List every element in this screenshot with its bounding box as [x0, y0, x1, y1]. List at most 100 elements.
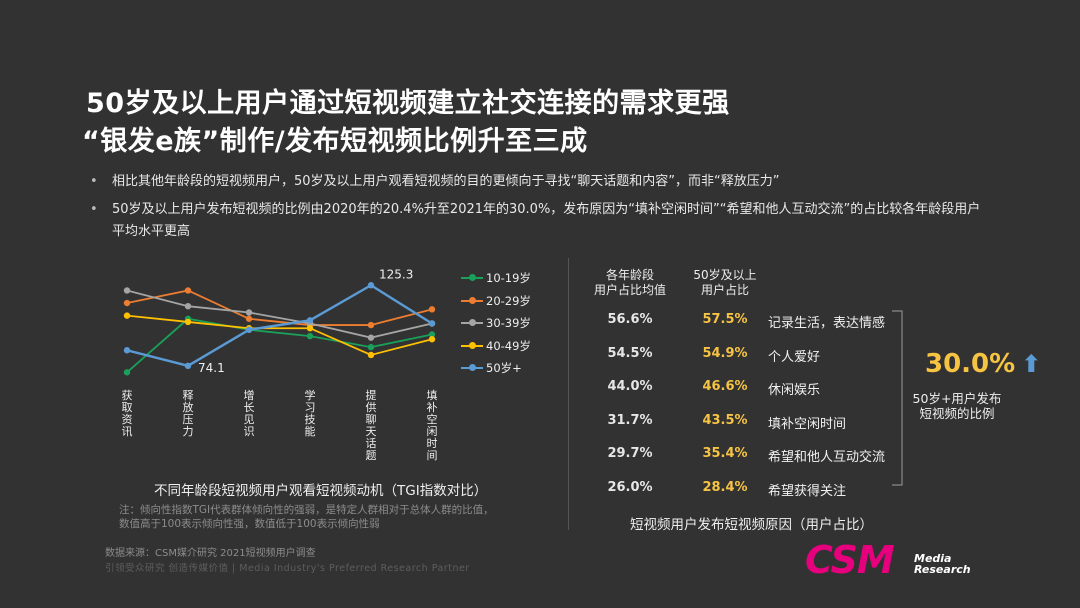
- header-u50-line2: 用户占比: [700, 283, 749, 297]
- csm-logo-sub: Media Research: [914, 553, 971, 575]
- point-40-49-0: [123, 312, 131, 319]
- slogan: 引领受众研究 创造传媒价值 | Media Industry's Preferr…: [105, 563, 470, 574]
- point-20-29-5: [428, 306, 436, 313]
- u50-share: 35.4%: [702, 446, 748, 461]
- u50-share: 54.9%: [702, 345, 748, 361]
- point-50plus-4: [367, 282, 375, 289]
- avg-share: 56.6%: [607, 312, 653, 327]
- kpi-label-line2: 短视频的比例: [919, 406, 995, 421]
- point-50plus-1: [184, 362, 192, 370]
- table-title: 短视频用户发布短视频原因（用户占比）: [630, 517, 873, 533]
- x-tick-label: 填补空闲时间: [426, 389, 438, 462]
- bullet-marker: •: [90, 202, 98, 217]
- reason-label: 个人爱好: [768, 349, 821, 365]
- header-avg-line1: 各年龄段: [605, 268, 654, 282]
- bullet-2-text: 50岁及以上用户发布短视频的比例由2020年的20.4%升至2021年的30.0…: [112, 202, 981, 239]
- logo-sub-2: Research: [914, 563, 971, 576]
- bullet-1-text: 相比其他年龄段的短视频用户，50岁及以上用户观看短视频的目的更倾向于寻找“聊天话…: [112, 174, 780, 189]
- header-avg-line2: 用户占比均值: [593, 283, 666, 297]
- avg-share: 44.0%: [607, 379, 653, 394]
- point-40-49-4: [367, 351, 375, 359]
- logo-sub-1: Media: [914, 552, 952, 565]
- x-tick-label: 提供聊天话题: [365, 389, 377, 462]
- panel-divider: [568, 258, 569, 530]
- point-20-29-4: [367, 321, 375, 329]
- x-tick-label: 增长见识: [243, 389, 255, 438]
- point-10-19-3: [306, 332, 314, 340]
- avg-share: 29.7%: [607, 446, 653, 461]
- reason-label: 希望获得关注: [768, 483, 847, 499]
- point-30-39-0: [123, 287, 131, 294]
- page-title: 50岁及以上用户通过短视频建立社交连接的需求更强: [86, 88, 730, 119]
- avg-share: 54.5%: [607, 345, 653, 361]
- legend-marker: [469, 319, 476, 326]
- point-20-29-2: [245, 315, 253, 322]
- kpi-value: 30.0%: [925, 349, 1016, 379]
- x-tick-label: 学习技能: [304, 389, 316, 438]
- line-chart: 125.3 74.1: [123, 267, 436, 376]
- kpi-label: 50岁+用户发布 短视频的比例: [908, 391, 1006, 421]
- bullet-1: • 相比其他年龄段的短视频用户，50岁及以上用户观看短视频的目的更倾向于寻找“聊…: [90, 171, 990, 193]
- x-tick-label: 释放压力: [182, 389, 194, 438]
- legend-label: 10-19岁: [486, 271, 531, 285]
- point-20-29-1: [184, 287, 192, 294]
- data-label: 125.3: [379, 267, 413, 281]
- point-50plus-0: [123, 347, 131, 354]
- u50-share: 28.4%: [702, 479, 748, 495]
- x-tick-label: 获取资讯: [121, 389, 133, 438]
- legend-label: 20-29岁: [486, 293, 531, 308]
- series-line-10-19: [126, 317, 433, 373]
- bullet-2: • 50岁及以上用户发布短视频的比例由2020年的20.4%升至2021年的30…: [90, 199, 1000, 243]
- point-30-39-2: [245, 309, 253, 316]
- avg-share: 31.7%: [607, 412, 653, 428]
- legend-label: 30-39岁: [486, 316, 531, 330]
- point-10-19-5: [428, 331, 436, 338]
- avg-share: 26.0%: [607, 479, 653, 495]
- legend-marker: [469, 274, 476, 281]
- point-10-19-4: [367, 343, 375, 351]
- legend-label: 40-49岁: [486, 338, 531, 353]
- note-line-1: 注：倾向性指数TGI代表群体倾向性的强弱，是特定人群相对于总体人群的比值，: [119, 504, 494, 516]
- table-row: 31.7% 43.5% 填补空闲时间: [590, 413, 920, 433]
- table-row: 44.0% 46.6% 休闲娱乐: [590, 379, 920, 399]
- legend-marker: [469, 296, 476, 304]
- header-u50-line1: 50岁及以上: [693, 268, 757, 282]
- bullet-marker: •: [90, 174, 98, 189]
- data-source: 数据来源：CSM媒介研究 2021短视频用户调查: [105, 548, 316, 559]
- point-50plus-3: [306, 317, 314, 324]
- legend-marker: [469, 364, 476, 371]
- series-line-40-49: [126, 314, 433, 356]
- point-50plus-5: [428, 320, 436, 327]
- u50-share: 57.5%: [702, 312, 748, 327]
- u50-share: 43.5%: [702, 412, 748, 428]
- point-30-39-1: [184, 302, 192, 310]
- line-chart-title: 不同年龄段短视频用户观看短视频动机（TGI指数对比）: [154, 483, 488, 499]
- arrow-up-icon: ⬆: [1021, 350, 1042, 378]
- reason-label: 休闲娱乐: [768, 383, 821, 398]
- table-row: 29.7% 35.4% 希望和他人互动交流: [590, 446, 920, 466]
- kpi-value-wrap: 30.0% ⬆: [925, 349, 1041, 379]
- legend-marker: [469, 341, 476, 349]
- table-row: 54.5% 54.9% 个人爱好: [590, 346, 920, 366]
- note-line-2: 数值高于100表示倾向性强，数值低于100表示倾向性弱: [119, 518, 380, 530]
- reason-label: 记录生活，表达情感: [768, 316, 886, 331]
- point-20-29-0: [123, 299, 131, 307]
- u50-share: 46.6%: [702, 379, 748, 394]
- reason-label: 填补空闲时间: [768, 416, 847, 432]
- point-40-49-3: [306, 325, 314, 332]
- series-line-20-29: [126, 289, 433, 326]
- tgi-note: 注：倾向性指数TGI代表群体倾向性的强弱，是特定人群相对于总体人群的比值， 数值…: [119, 503, 539, 531]
- page-subtitle: “银发e族”制作/发布短视频比例升至三成: [82, 126, 588, 157]
- table-row: 56.6% 57.5% 记录生活，表达情感: [590, 312, 920, 332]
- point-10-19-0: [123, 369, 131, 376]
- legend-label: 50岁+: [486, 361, 522, 375]
- table-bracket: [892, 310, 903, 486]
- table-row: 26.0% 28.4% 希望获得关注: [590, 480, 920, 500]
- series-line-30-39: [126, 289, 433, 339]
- reason-label: 希望和他人互动交流: [768, 450, 886, 465]
- csm-logo: CSM: [805, 538, 895, 582]
- point-30-39-4: [367, 334, 375, 341]
- table-header-u50: 50岁及以上 用户占比: [682, 268, 768, 298]
- table-header-avg: 各年龄段 用户占比均值: [590, 268, 670, 298]
- point-50plus-2: [245, 326, 253, 333]
